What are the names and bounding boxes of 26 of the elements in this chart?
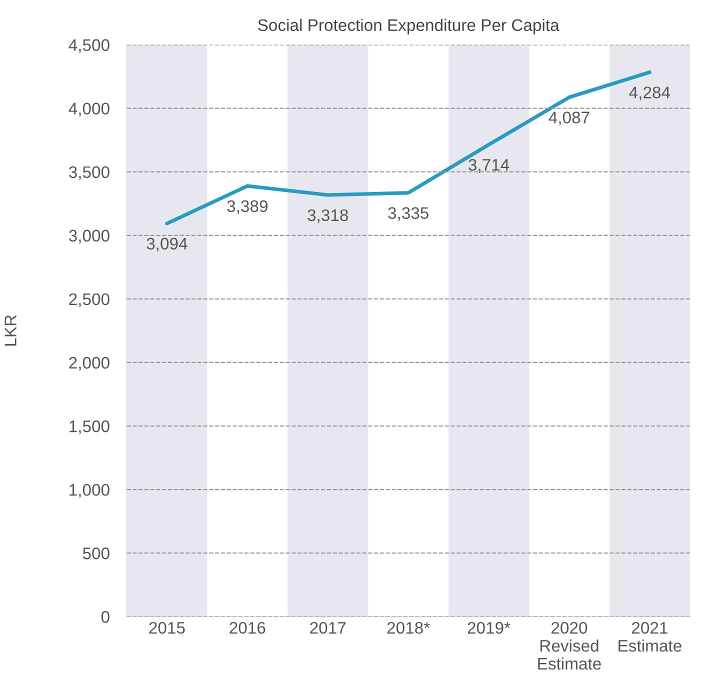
x-tick-label: 2015 [149,622,185,634]
y-tick-label: 0 [101,611,110,623]
chart-title: Social Protection Expenditure Per Capita [258,18,560,34]
x-tick-label: 2018* [387,622,430,634]
y-axis-title: LKR [4,315,16,346]
x-tick-label: 2016 [230,622,266,634]
y-tick-label: 3,500 [68,166,110,180]
y-tick-label: 3,000 [68,230,110,244]
y-tick-label: 2,000 [69,356,110,371]
data-label: 3,094 [146,238,188,252]
data-label: 3,335 [388,207,428,221]
y-tick-label: 1,000 [70,484,110,498]
data-label: 3,318 [308,209,348,224]
y-tick-label: 500 [82,548,110,560]
x-tick-label: 2020 Revised Estimate [538,622,601,670]
x-tick-label: 2017 [310,622,346,634]
y-tick-label: 2,500 [69,293,110,308]
y-tick-label: 4,500 [68,39,110,53]
y-tick-label: 4,000 [68,102,110,116]
x-tick-label: 2019* [468,622,510,634]
data-label: 3,714 [468,159,510,173]
x-tick-label: 2021 Estimate [618,622,682,652]
data-label: 4,284 [629,86,670,100]
data-label: 3,389 [227,200,268,214]
data-label: 4,087 [548,112,590,126]
y-tick-label: 1,500 [70,420,110,434]
